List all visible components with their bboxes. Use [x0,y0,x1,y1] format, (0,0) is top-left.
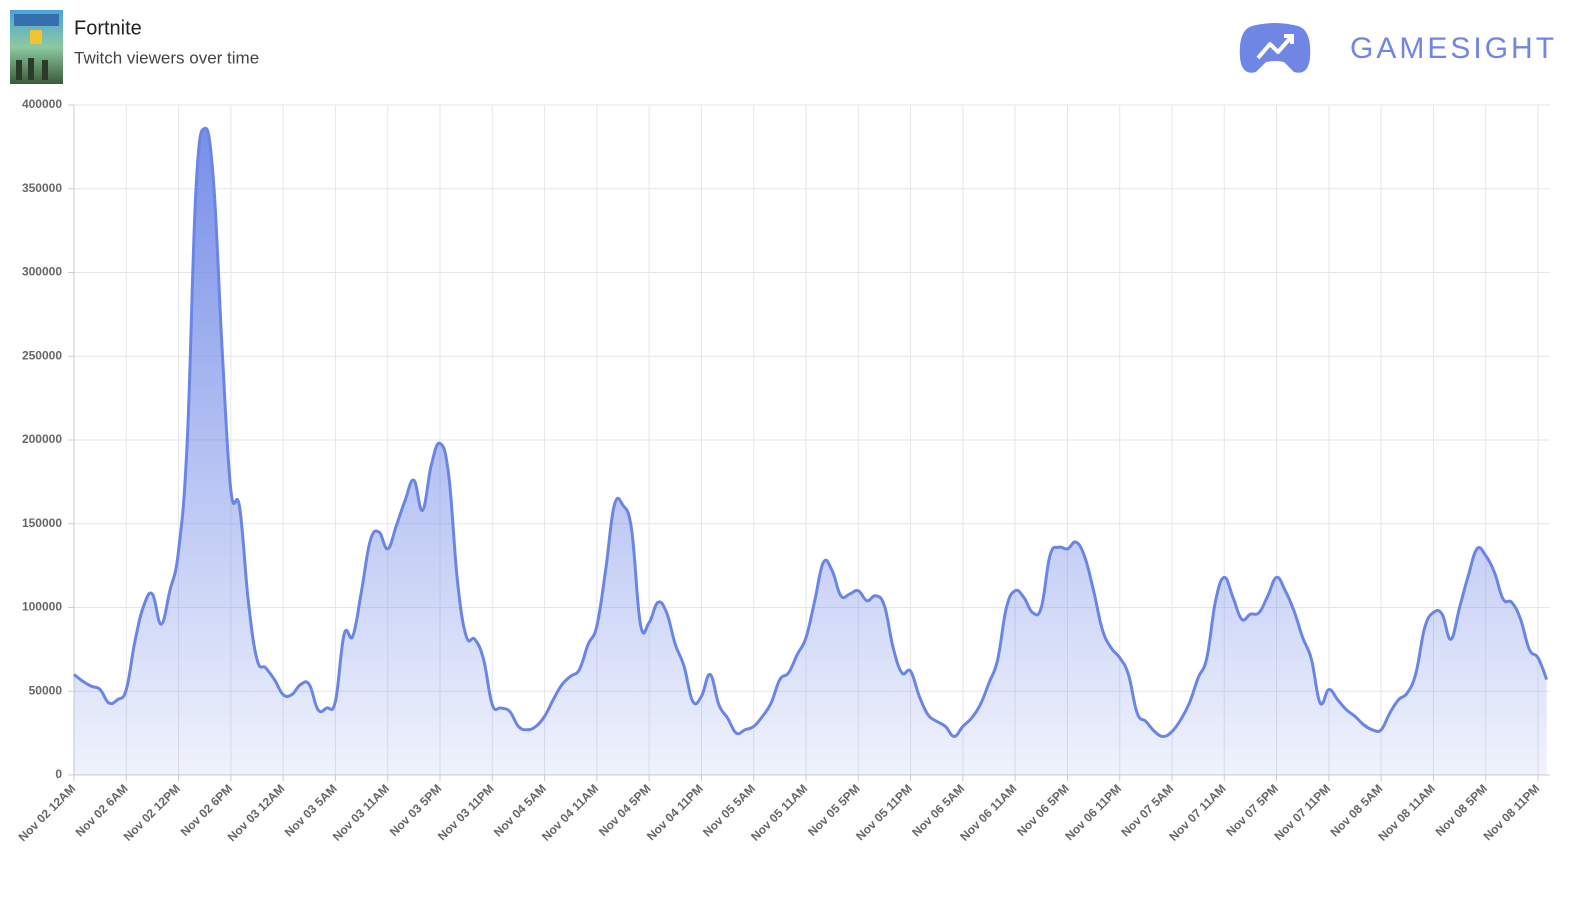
brand-logo [1239,23,1311,73]
brand-name: GAMESIGHT [1350,32,1557,65]
title: Fortnite [74,17,142,39]
x-tick-label: Nov 04 5AM [491,781,549,839]
x-tick-label: Nov 02 6PM [178,781,236,839]
y-tick-label: 300000 [22,265,62,279]
line [73,126,1549,738]
y-tick-label: 100000 [22,600,62,614]
y-tick-label: 250000 [22,348,62,362]
y-tick-label: 200000 [22,432,62,446]
x-tick-label: Nov 08 11PM [1481,781,1543,843]
x-tick-label: Nov 06 5AM [909,781,967,839]
x-tick-label: Nov 02 6AM [73,781,131,839]
x-tick-label: Nov 03 5AM [282,781,340,839]
x-tick-label: Nov 04 11PM [644,781,706,843]
x-tick-label: Nov 03 11PM [435,781,497,843]
x-tick-label: Nov 06 11PM [1062,781,1124,843]
y-tick-label: 150000 [22,516,62,530]
x-tick-label: Nov 08 5AM [1328,781,1386,839]
y-tick-label: 350000 [22,181,62,195]
x-tick-label: Nov 05 5AM [700,781,758,839]
x-tick-label: Nov 03 5PM [387,781,445,839]
x-tick-label: Nov 08 5PM [1433,781,1491,839]
x-tick-label: Nov 05 11PM [853,781,915,843]
y-tick-label: 400000 [22,97,62,111]
x-tick-label: Nov 07 5AM [1118,781,1176,839]
x-tick-label: Nov 06 5PM [1014,781,1072,839]
y-tick-label: 50000 [29,683,63,697]
game-cover [10,10,63,84]
y-tick-label: 0 [55,767,62,781]
x-tick-label: Nov 07 11PM [1271,781,1333,843]
x-tick-label: Nov 05 5PM [805,781,863,839]
x-tick-label: Nov 02 12AM [16,781,79,844]
area [74,128,1547,775]
x-tick-label: Nov 04 5PM [596,781,654,839]
subtitle: Twitch viewers over time [74,48,259,67]
x-tick-label: Nov 07 5PM [1223,781,1281,839]
